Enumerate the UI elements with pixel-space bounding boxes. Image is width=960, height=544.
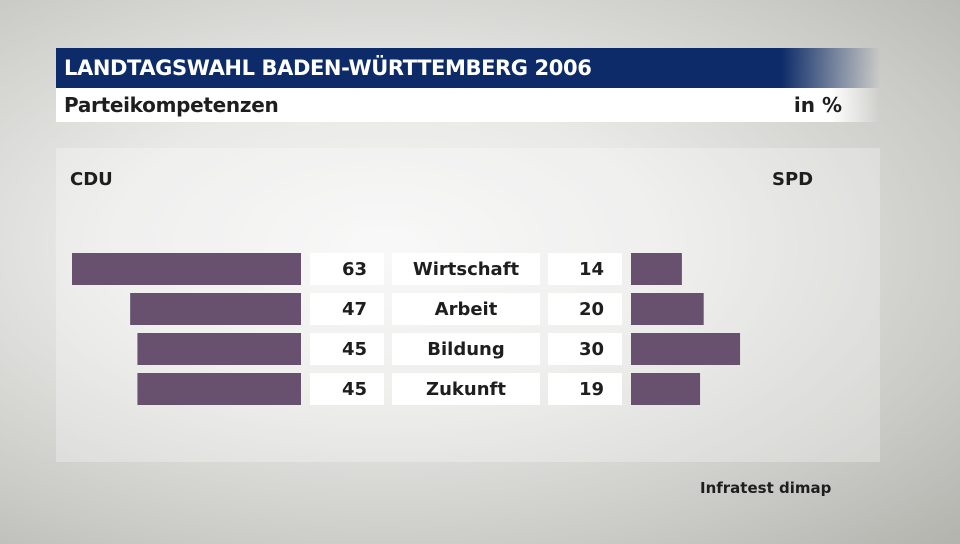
bar-spd-zukunft — [631, 373, 701, 405]
bar-spd-arbeit — [631, 293, 704, 325]
value-box-cdu-arbeit — [310, 293, 384, 325]
value-label-cdu-arbeit: 47 — [342, 299, 367, 320]
value-label-spd-bildung: 30 — [579, 339, 604, 360]
value-box-cdu-zukunft — [310, 373, 384, 405]
category-box-zukunft — [392, 373, 540, 405]
value-label-cdu-bildung: 45 — [342, 339, 367, 360]
value-label-spd-wirtschaft: 14 — [579, 259, 604, 280]
value-box-spd-arbeit — [548, 293, 622, 325]
value-label-spd-arbeit: 20 — [579, 299, 604, 320]
bar-cdu-wirtschaft — [72, 253, 301, 285]
bar-spd-bildung — [631, 333, 741, 365]
category-box-wirtschaft — [392, 253, 540, 285]
category-box-bildung — [392, 333, 540, 365]
category-box-arbeit — [392, 293, 540, 325]
bar-cdu-bildung — [137, 333, 301, 365]
chart-subtitle: Parteikompetenzen — [64, 93, 279, 117]
unit-label: in % — [793, 93, 842, 117]
value-box-cdu-wirtschaft — [310, 253, 384, 285]
bar-cdu-zukunft — [137, 373, 301, 405]
header-band — [56, 48, 880, 88]
series-label-cdu: CDU — [70, 169, 113, 190]
value-box-cdu-bildung — [310, 333, 384, 365]
chart-title: LANDTAGSWAHL BADEN-WÜRTTEMBERG 2006 — [64, 56, 592, 80]
value-box-spd-wirtschaft — [548, 253, 622, 285]
value-label-cdu-zukunft: 45 — [342, 379, 367, 400]
series-label-spd: SPD — [772, 169, 814, 190]
bar-spd-wirtschaft — [631, 253, 682, 285]
source-label: Infratest dimap — [700, 479, 832, 497]
category-label-zukunft: Zukunft — [426, 379, 506, 400]
value-box-spd-zukunft — [548, 373, 622, 405]
value-label-cdu-wirtschaft: 63 — [342, 259, 367, 280]
value-label-spd-zukunft: 19 — [579, 379, 604, 400]
category-label-bildung: Bildung — [427, 339, 504, 360]
value-box-spd-bildung — [548, 333, 622, 365]
subtitle-band — [56, 88, 880, 122]
category-label-wirtschaft: Wirtschaft — [413, 259, 520, 280]
bar-cdu-arbeit — [130, 293, 301, 325]
category-label-arbeit: Arbeit — [435, 299, 498, 320]
